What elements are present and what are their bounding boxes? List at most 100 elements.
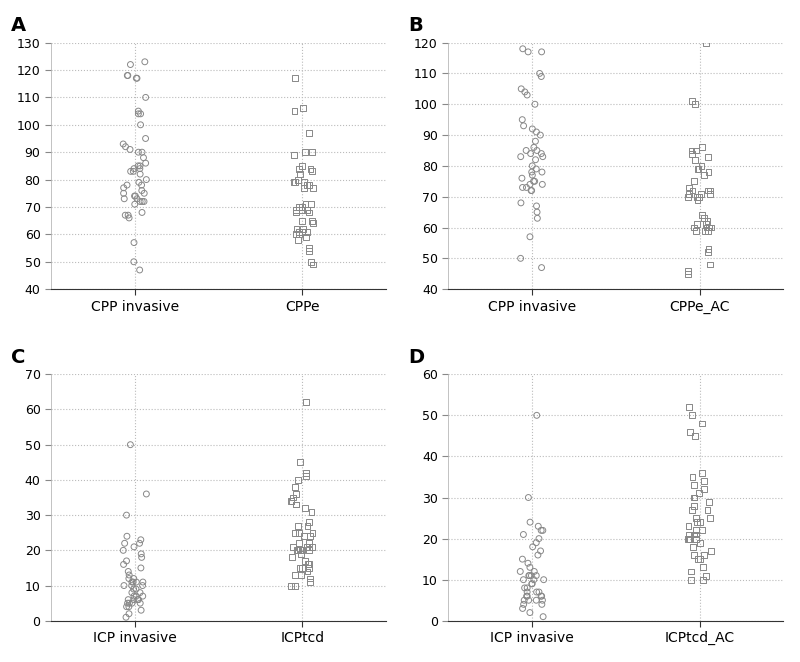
Point xyxy=(520,591,533,601)
Point xyxy=(697,562,710,573)
Point xyxy=(696,467,709,478)
Point xyxy=(298,555,311,566)
Point xyxy=(293,563,306,573)
Point xyxy=(702,244,715,254)
Point xyxy=(306,166,318,177)
Point xyxy=(698,170,710,181)
Point xyxy=(536,595,549,606)
Point xyxy=(127,166,140,177)
Point xyxy=(288,73,301,83)
Point xyxy=(126,598,138,608)
Point xyxy=(702,225,714,236)
Point xyxy=(523,232,536,242)
Point xyxy=(127,237,140,248)
Point xyxy=(291,520,304,531)
Point xyxy=(305,506,318,517)
Point xyxy=(130,73,143,83)
Point xyxy=(118,193,130,204)
Point xyxy=(293,229,306,240)
Point xyxy=(691,164,704,174)
Point xyxy=(122,70,134,81)
Point xyxy=(290,207,302,218)
Point xyxy=(290,489,302,499)
Point xyxy=(303,577,316,587)
Point xyxy=(130,584,142,594)
Text: A: A xyxy=(10,17,26,35)
Point xyxy=(287,493,300,503)
Point xyxy=(685,575,698,585)
Point xyxy=(690,529,702,540)
Point xyxy=(521,587,534,597)
Point xyxy=(526,185,538,196)
Point xyxy=(132,147,145,158)
Point xyxy=(128,199,141,210)
Point xyxy=(687,493,700,503)
Point xyxy=(523,607,536,618)
Point xyxy=(690,145,702,156)
Point xyxy=(289,482,302,493)
Point xyxy=(140,489,153,499)
Point xyxy=(536,179,549,190)
Point xyxy=(290,499,302,510)
Point xyxy=(526,161,538,171)
Point xyxy=(534,68,546,79)
Point xyxy=(301,226,314,237)
Point xyxy=(302,246,315,256)
Point xyxy=(305,199,318,210)
Point xyxy=(290,499,302,510)
Point xyxy=(118,581,130,591)
Point xyxy=(533,534,546,544)
Point xyxy=(683,426,696,437)
Point xyxy=(518,583,531,593)
Point xyxy=(137,152,150,163)
Point xyxy=(696,418,709,429)
Point xyxy=(697,213,710,224)
Text: B: B xyxy=(408,17,422,35)
Point xyxy=(296,226,309,237)
Point xyxy=(293,164,306,174)
Point xyxy=(290,545,303,555)
Point xyxy=(124,144,137,155)
Point xyxy=(127,164,140,174)
Point xyxy=(302,517,315,528)
Point xyxy=(303,559,316,570)
Point xyxy=(521,583,534,593)
Point xyxy=(682,521,695,532)
Point xyxy=(682,534,695,544)
Text: C: C xyxy=(10,348,25,367)
Point xyxy=(126,577,138,587)
Point xyxy=(686,471,699,482)
Point xyxy=(686,504,699,515)
Point xyxy=(682,188,695,199)
Point xyxy=(293,528,306,538)
Point xyxy=(121,598,134,608)
Point xyxy=(690,225,702,236)
Point xyxy=(294,457,306,467)
Point xyxy=(529,99,542,109)
Point xyxy=(289,581,302,591)
Point xyxy=(518,599,530,610)
Point xyxy=(526,170,538,181)
Point xyxy=(292,538,305,549)
Point xyxy=(682,191,694,202)
Point xyxy=(683,534,696,544)
Point xyxy=(127,573,140,584)
Point xyxy=(517,529,530,540)
Point xyxy=(130,193,143,204)
Point xyxy=(696,575,709,585)
Point xyxy=(300,467,313,478)
Point xyxy=(130,577,142,587)
Point xyxy=(695,188,708,199)
Point xyxy=(692,554,705,565)
Point xyxy=(515,83,528,94)
Point xyxy=(122,210,134,220)
Point xyxy=(117,545,130,555)
Point xyxy=(297,224,310,234)
Text: D: D xyxy=(408,348,424,367)
Point xyxy=(702,247,714,258)
Point xyxy=(530,410,543,420)
Point xyxy=(303,545,316,555)
Point xyxy=(285,496,298,506)
Point xyxy=(296,215,309,226)
Point xyxy=(302,559,314,570)
